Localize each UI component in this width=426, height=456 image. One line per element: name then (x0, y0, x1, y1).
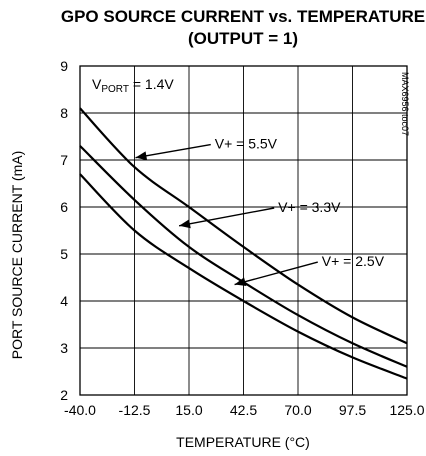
condition-label-sub: PORT (101, 84, 129, 95)
annotations: V+ = 5.5V V+ = 3.3V V+ = 2.5V (135, 136, 385, 287)
grid (79, 65, 408, 396)
y-tick-label: 7 (60, 152, 68, 168)
y-axis-label: PORT SOURCE CURRENT (mA) (9, 151, 25, 359)
annotation-leader (234, 261, 318, 286)
y-tick-label: 3 (60, 340, 68, 356)
x-tick-label: 42.5 (230, 402, 257, 418)
series-line-v-plus-2-5v (79, 173, 408, 380)
y-tick-label: 5 (60, 246, 68, 262)
y-tick-label: 6 (60, 199, 68, 215)
plot-frame (79, 65, 408, 396)
condition-label-main: V (92, 76, 102, 92)
y-tick-label: 4 (60, 293, 68, 309)
x-axis-label: TEMPERATURE (°C) (176, 434, 310, 450)
plot-area: -40.0 -12.5 15.0 42.5 70.0 97.5 125.023456789 … (60, 58, 425, 418)
annotation-arrowhead (179, 219, 191, 229)
x-tick-label: 97.5 (339, 402, 366, 418)
condition-label-value: = 1.4V (129, 76, 174, 92)
x-tick-label: -12.5 (119, 402, 151, 418)
y-tick-label: 2 (60, 387, 68, 403)
tick-labels: -40.0 -12.5 15.0 42.5 70.0 97.5 125.0 2 3 4 5 6 7 8 9 (60, 58, 425, 418)
chart-subtitle: (OUTPUT = 1) (188, 29, 298, 48)
series-line-v-plus-5-5v (79, 107, 408, 345)
x-tick-label: -40.0 (64, 402, 96, 418)
series-label-v-plus-3-3v: V+ = 3.3V (278, 199, 341, 215)
y-tick-label: 8 (60, 105, 68, 121)
series-label-v-plus-5-5v: V+ = 5.5V (215, 136, 278, 152)
annotation-leader (135, 143, 211, 159)
annotation-arrowhead (234, 277, 247, 287)
watermark: MAX6956 toc07 (400, 72, 410, 136)
x-tick-label: 125.0 (389, 402, 424, 418)
y-tick-label: 9 (60, 58, 68, 74)
annotation-leader (178, 207, 275, 227)
x-tick-label: 15.0 (175, 402, 202, 418)
x-tick-label: 70.0 (284, 402, 311, 418)
annotation-arrowhead (135, 151, 148, 161)
chart-title: GPO SOURCE CURRENT vs. TEMPERATURE (61, 7, 425, 26)
condition-label: VPORT = 1.4V (92, 76, 174, 95)
series-label-v-plus-2-5v: V+ = 2.5V (322, 253, 385, 269)
